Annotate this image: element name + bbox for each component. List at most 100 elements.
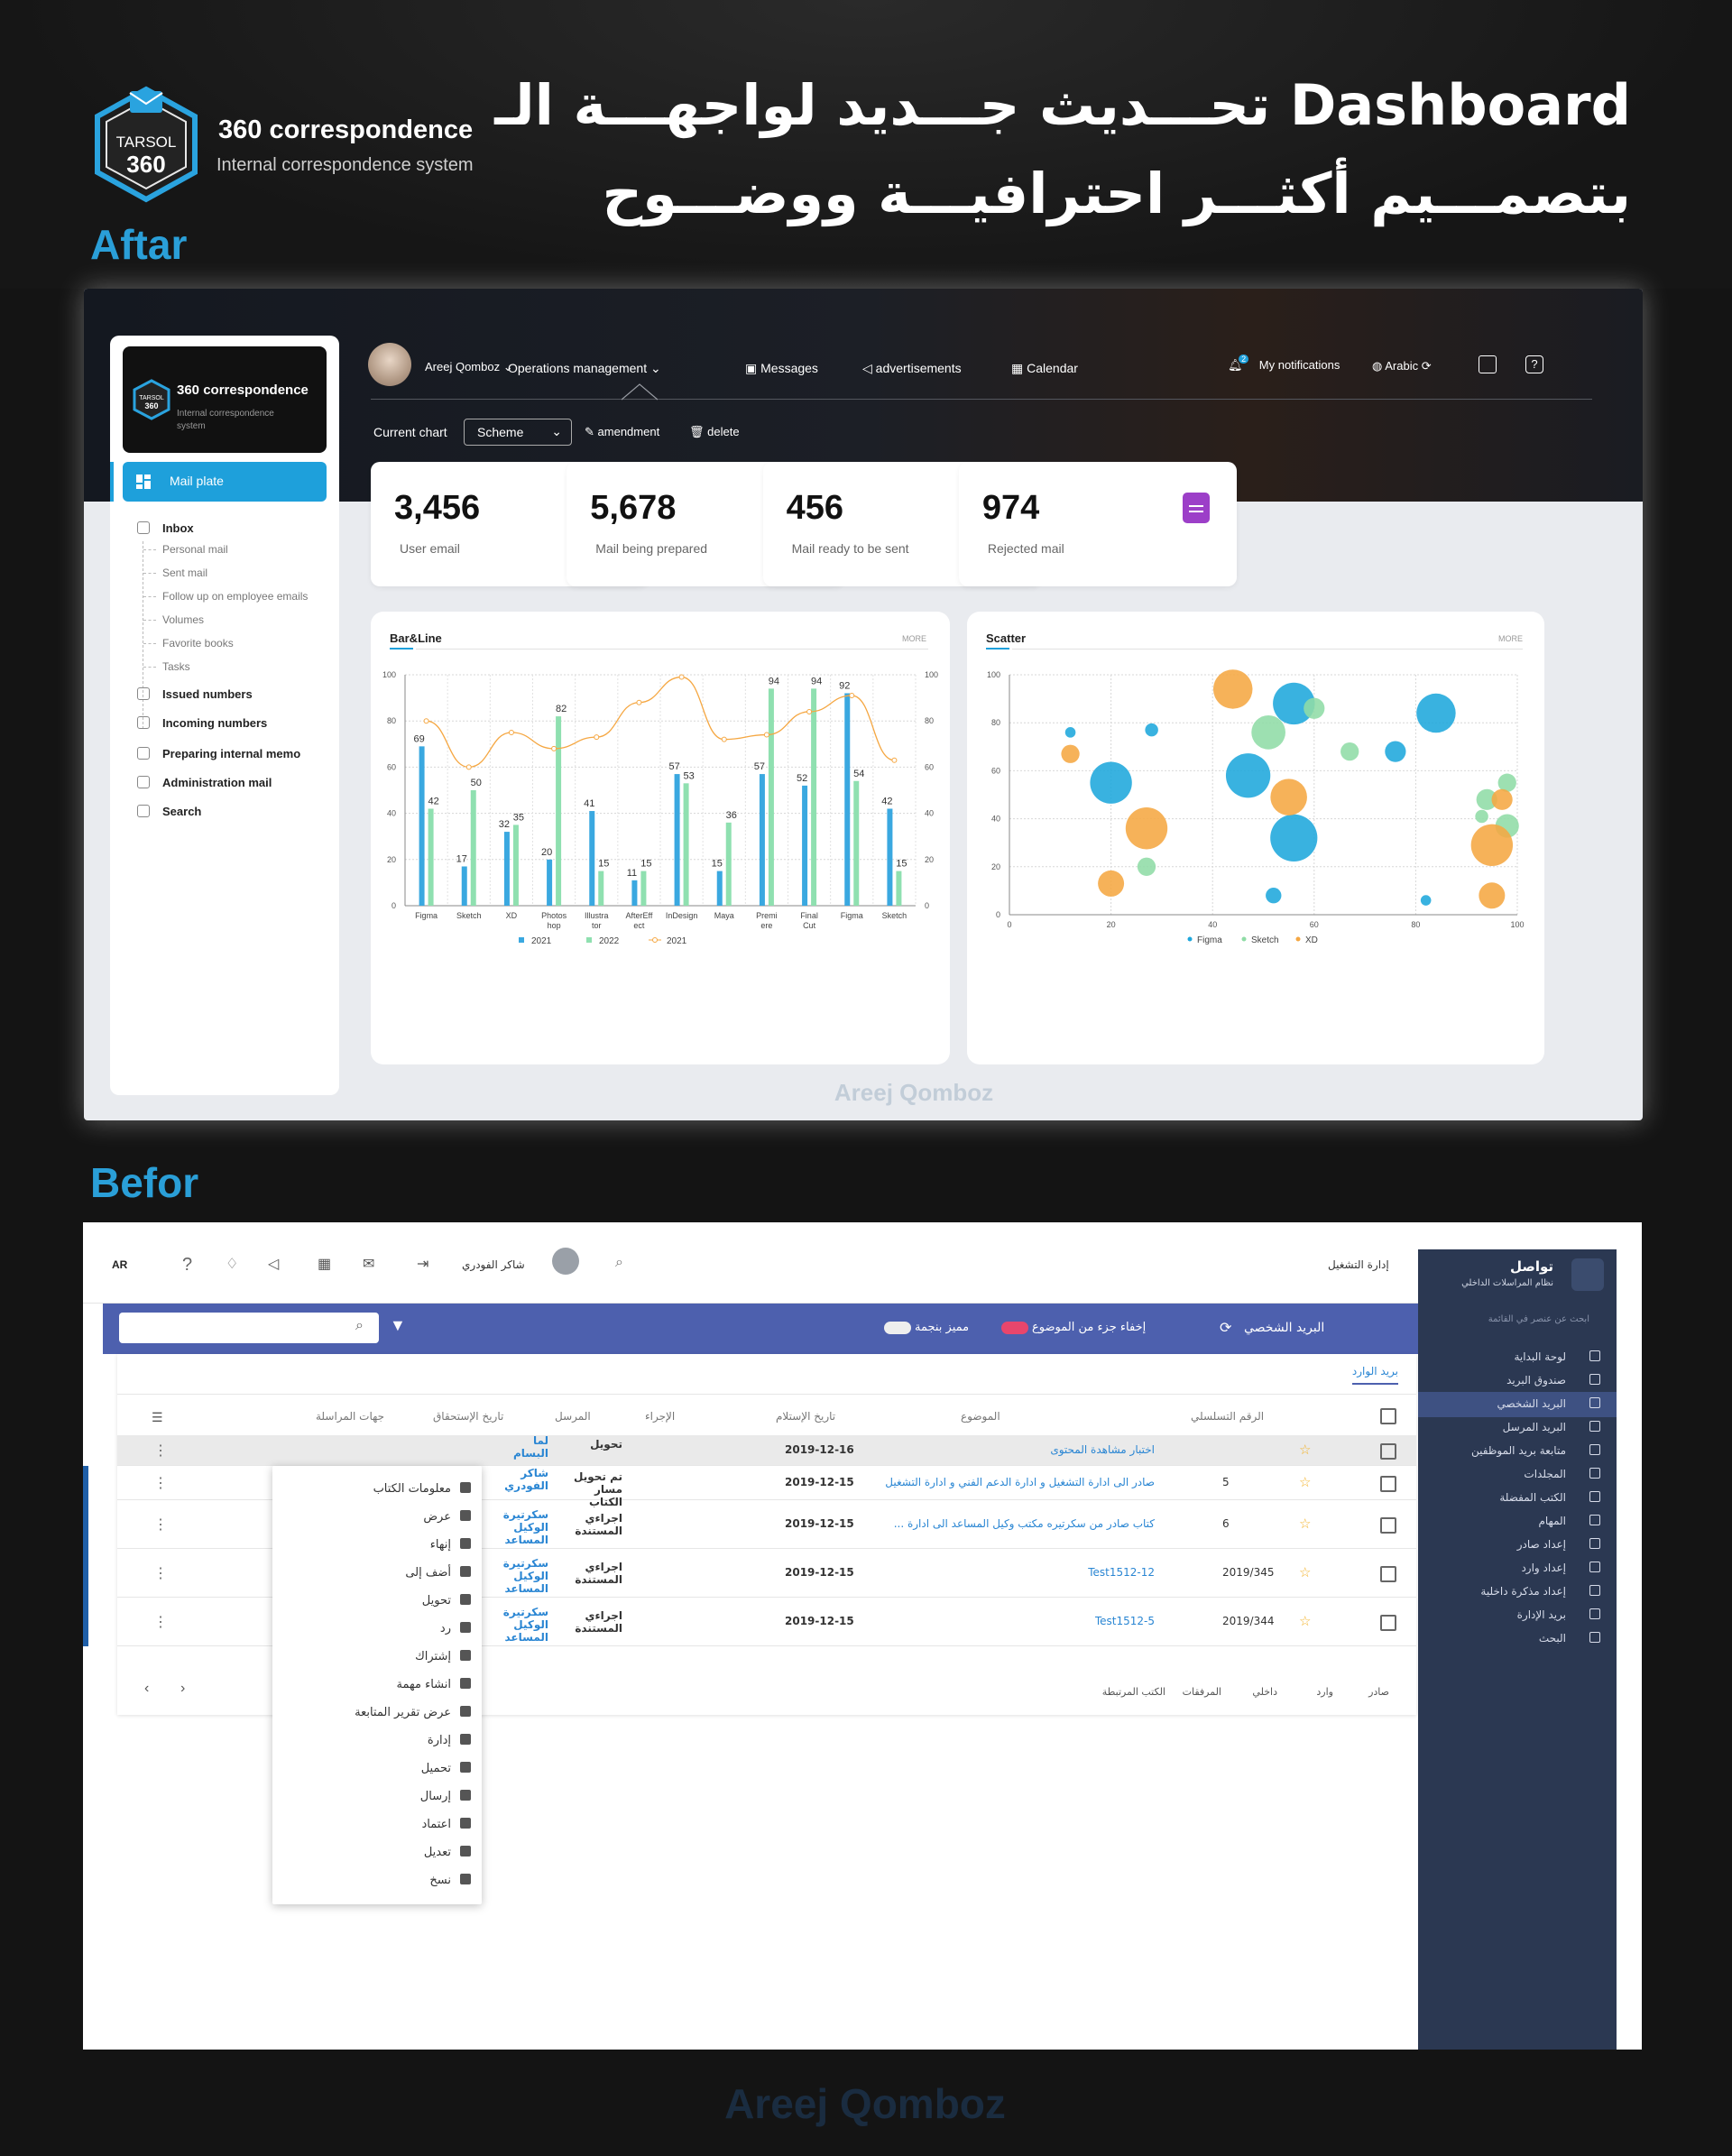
- table-column-header[interactable]: الإجراء: [645, 1410, 676, 1423]
- before-sidebar-item[interactable]: البريد المرسل: [1502, 1421, 1566, 1433]
- user-menu[interactable]: Areej Qomboz ⌄: [425, 360, 513, 374]
- search-icon[interactable]: ⌕: [615, 1255, 623, 1270]
- table-row[interactable]: ☆ 6 كتاب صادر من سكرتيره مكتب وكيل المساعد…: [83, 1500, 1416, 1549]
- context-menu-item[interactable]: عرض: [423, 1510, 451, 1524]
- row-subject[interactable]: Test1512-5: [1094, 1615, 1155, 1627]
- table-row[interactable]: ☆ 2019/345 Test1512-12 2019-12-15 اجراءي الم…: [83, 1549, 1416, 1598]
- sidebar-item[interactable]: Preparing internal memo: [162, 747, 301, 760]
- sidebar-item-mail-plate[interactable]: Mail plate: [123, 462, 327, 502]
- distinct-toggle[interactable]: [884, 1322, 911, 1334]
- row-subject[interactable]: Test1512-12: [1088, 1566, 1155, 1579]
- star-icon[interactable]: ☆: [1299, 1442, 1312, 1458]
- context-menu-item[interactable]: اعتماد: [421, 1818, 451, 1831]
- sidebar-item[interactable]: Search: [162, 805, 202, 818]
- before-sidebar-item[interactable]: المهام: [1538, 1515, 1566, 1527]
- bar-line-more-link[interactable]: MORE: [902, 634, 926, 643]
- bell-icon[interactable]: ♢: [226, 1257, 239, 1272]
- context-menu-item[interactable]: عرض تقرير المتابعة: [355, 1706, 451, 1719]
- before-sidebar-item[interactable]: إعداد صادر: [1516, 1538, 1566, 1551]
- row-more-icon[interactable]: ⋮: [153, 1566, 168, 1581]
- row-checkbox[interactable]: [1380, 1443, 1396, 1460]
- star-icon[interactable]: ☆: [1299, 1565, 1312, 1580]
- context-menu-item[interactable]: إشتراك: [415, 1650, 451, 1663]
- sidebar-subitem[interactable]: Volumes: [162, 613, 205, 626]
- scatter-more-link[interactable]: MORE: [1498, 634, 1523, 643]
- row-subject[interactable]: صادر الى ادارة التشغيل و ادارة الدعم الف…: [885, 1476, 1155, 1488]
- before-sidebar-item[interactable]: متابعة بريد الموظفين: [1471, 1444, 1566, 1457]
- row-more-icon[interactable]: ⋮: [153, 1476, 168, 1491]
- amendment-button[interactable]: ✎ amendment: [585, 425, 659, 439]
- context-menu-item[interactable]: إدارة: [427, 1734, 451, 1747]
- context-menu-item[interactable]: تعديل: [423, 1846, 451, 1859]
- before-sidebar-item[interactable]: بريد الإدارة: [1516, 1608, 1566, 1621]
- help-icon[interactable]: ?: [1525, 355, 1543, 373]
- sidebar-search-input[interactable]: ابحث عن عنصر في القائمة: [1488, 1314, 1589, 1324]
- context-menu-item[interactable]: إنهاء: [429, 1538, 451, 1552]
- before-sidebar-item[interactable]: المجلدات: [1524, 1468, 1566, 1480]
- nav-messages[interactable]: ▣ Messages: [745, 361, 818, 376]
- before-sidebar-item[interactable]: إعداد وارد: [1521, 1562, 1566, 1574]
- sidebar-subitem[interactable]: Favorite books: [162, 637, 234, 650]
- row-more-icon[interactable]: ⋮: [153, 1517, 168, 1533]
- hide-part-toggle[interactable]: [1001, 1322, 1028, 1334]
- star-icon[interactable]: ☆: [1299, 1614, 1312, 1629]
- avatar[interactable]: [368, 343, 411, 386]
- chart-select[interactable]: Scheme ⌄: [464, 419, 572, 446]
- sidebar-item[interactable]: Incoming numbers: [162, 716, 268, 730]
- row-checkbox[interactable]: [1380, 1615, 1396, 1631]
- row-subject[interactable]: كتاب صادر من سكرتيره مكتب وكيل المساعد ا…: [893, 1517, 1155, 1530]
- row-checkbox[interactable]: [1380, 1476, 1396, 1492]
- sidebar-item[interactable]: Administration mail: [162, 776, 272, 789]
- select-all-checkbox[interactable]: [1380, 1408, 1396, 1424]
- search-input[interactable]: [119, 1313, 379, 1343]
- before-sidebar-item[interactable]: الكتب المفضلة: [1499, 1491, 1566, 1504]
- table-column-header[interactable]: تاريخ الإستحقاق: [433, 1410, 504, 1423]
- columns-icon[interactable]: ☰: [152, 1410, 163, 1424]
- nav-notifications[interactable]: 🔔︎ 2 My notifications: [1228, 355, 1340, 373]
- context-menu-item[interactable]: تحميل: [420, 1762, 451, 1775]
- table-column-header[interactable]: الرقم التسلسلي: [1191, 1410, 1265, 1423]
- logout-icon[interactable]: [1479, 355, 1497, 373]
- before-sidebar-item[interactable]: صندوق البريد: [1506, 1374, 1566, 1387]
- operations-menu[interactable]: Operations management ⌄: [508, 361, 661, 376]
- before-user-name[interactable]: شاكر الفودري: [462, 1258, 525, 1271]
- mail-icon[interactable]: ✉: [363, 1257, 375, 1272]
- context-menu-item[interactable]: نسخ: [429, 1874, 451, 1887]
- row-more-icon[interactable]: ⋮: [153, 1615, 168, 1630]
- table-column-header[interactable]: الموضوع: [961, 1410, 1000, 1423]
- star-icon[interactable]: ☆: [1299, 1475, 1312, 1490]
- stat-card[interactable]: 974 Rejected mail: [958, 462, 1237, 586]
- nav-advertisements[interactable]: ◁ advertisements: [862, 361, 962, 376]
- avatar[interactable]: [552, 1248, 579, 1275]
- chevron-right-icon[interactable]: ›: [180, 1681, 186, 1696]
- language-toggle[interactable]: ◍ Arabic ⟳: [1372, 359, 1432, 373]
- help-icon[interactable]: ?: [182, 1255, 193, 1275]
- sidebar-subitem[interactable]: Follow up on employee emails: [162, 590, 309, 603]
- star-icon[interactable]: ☆: [1299, 1516, 1312, 1532]
- sidebar-item-inbox[interactable]: Inbox: [162, 521, 194, 535]
- table-column-header[interactable]: جهات المراسلة: [316, 1410, 385, 1423]
- language-button[interactable]: AR: [112, 1258, 128, 1271]
- chevron-left-icon[interactable]: ‹: [144, 1681, 150, 1696]
- row-checkbox[interactable]: [1380, 1517, 1396, 1534]
- row-subject[interactable]: اختبار مشاهدة المحتوى: [1050, 1443, 1155, 1456]
- before-sidebar-item[interactable]: لوحة البداية: [1514, 1350, 1566, 1363]
- row-checkbox[interactable]: [1380, 1566, 1396, 1582]
- context-menu-item[interactable]: انشاء مهمة: [396, 1678, 451, 1691]
- sidebar-subitem[interactable]: Tasks: [162, 660, 190, 673]
- before-sidebar-item[interactable]: البريد الشخصي: [1497, 1397, 1566, 1410]
- context-menu-item[interactable]: إرسال: [419, 1790, 451, 1803]
- table-column-header[interactable]: المرسل: [555, 1410, 591, 1423]
- megaphone-icon[interactable]: ◁: [268, 1257, 280, 1272]
- context-menu-item[interactable]: رد: [439, 1622, 451, 1635]
- table-row[interactable]: ☆ اختبار مشاهدة المحتوى 2019-12-16 تحويل لما…: [117, 1434, 1416, 1466]
- before-ops-menu[interactable]: إدارة التشغيل: [1328, 1258, 1389, 1271]
- tab-inbox[interactable]: بريد الوارد: [1351, 1365, 1398, 1385]
- sidebar-item[interactable]: Issued numbers: [162, 687, 253, 701]
- table-row[interactable]: ☆ 2019/344 Test1512-5 2019-12-15 اجراءي المس…: [83, 1598, 1416, 1646]
- nav-calendar[interactable]: ▦ Calendar: [1011, 361, 1078, 376]
- table-column-header[interactable]: تاريخ الإستلام: [776, 1410, 836, 1423]
- table-row[interactable]: ☆ 5 صادر الى ادارة التشغيل و ادارة الدعم ا…: [83, 1466, 1416, 1508]
- sidebar-subitem[interactable]: Sent mail: [162, 567, 208, 579]
- sidebar-subitem[interactable]: Personal mail: [162, 543, 228, 556]
